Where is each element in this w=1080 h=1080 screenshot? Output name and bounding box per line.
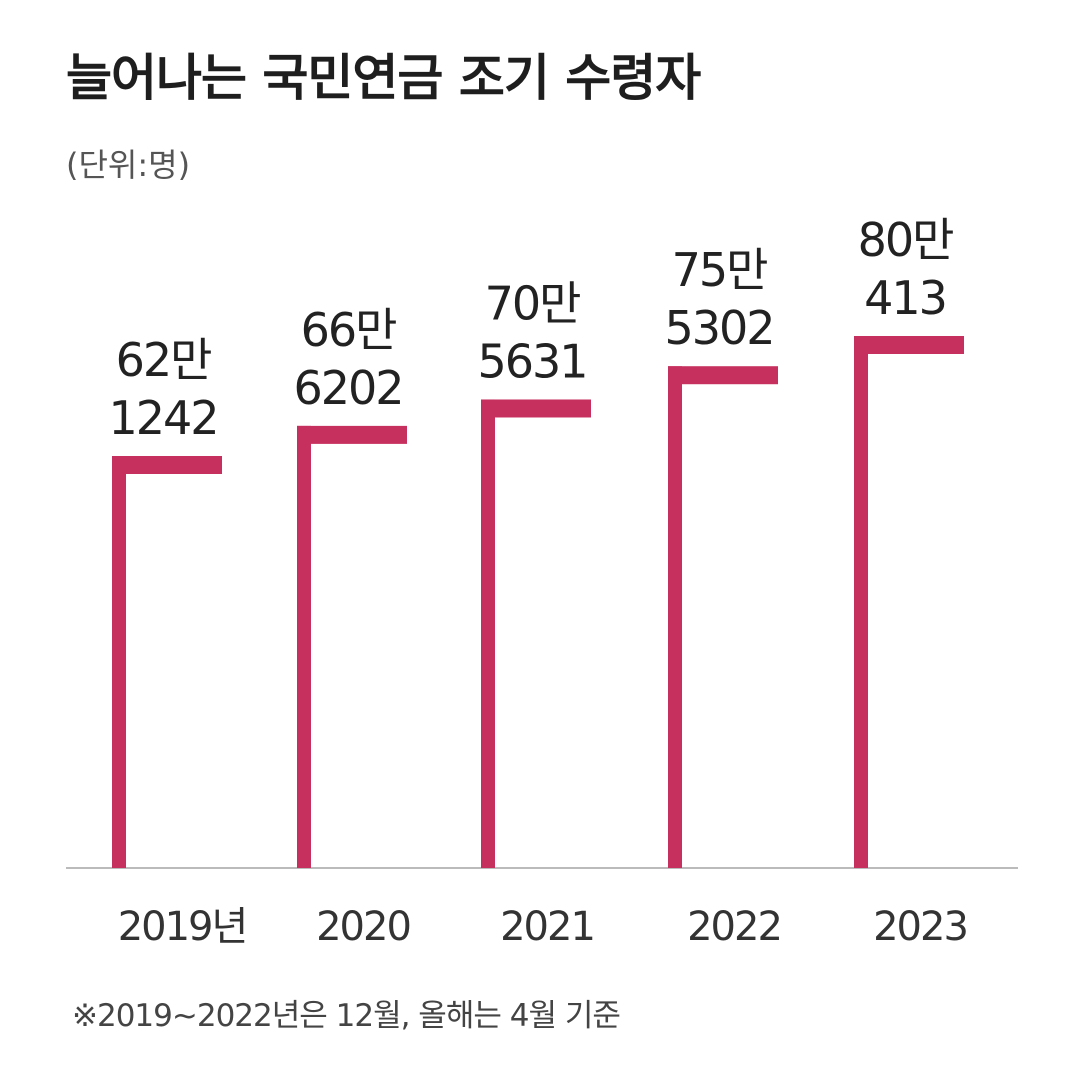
x-tick-label: 2023: [873, 904, 967, 950]
bar-stem: [481, 399, 495, 868]
data-label-upper: 70만: [485, 276, 581, 330]
data-label-lower: 6202: [293, 361, 402, 415]
data-label-upper: 66만: [301, 303, 397, 357]
bar-cap: [297, 425, 407, 444]
x-tick-label: 2020: [316, 904, 410, 950]
bar-stem: [668, 366, 682, 868]
x-tick-label: 2019년: [118, 904, 247, 950]
bar-stem: [297, 425, 311, 868]
bar-cap: [112, 456, 222, 474]
data-label-upper: 80만: [858, 213, 954, 267]
bar-cap: [481, 399, 591, 418]
data-label-upper: 75만: [672, 243, 768, 297]
bar-stem: [112, 456, 126, 868]
data-label-lower: 413: [864, 271, 946, 325]
x-tick-label: 2021: [500, 904, 594, 950]
data-label-lower: 5631: [477, 334, 586, 388]
bar-cap: [854, 336, 964, 354]
data-label-upper: 62만: [116, 333, 212, 387]
unit-label: (단위:명): [66, 146, 191, 184]
x-tick-label: 2022: [687, 904, 781, 950]
data-label-lower: 1242: [108, 391, 217, 445]
data-label-lower: 5302: [664, 301, 773, 355]
bar-stem: [854, 336, 868, 868]
chart-title: 늘어나는 국민연금 조기 수령자: [66, 49, 701, 107]
footnote: ※2019~2022년은 12월, 올해는 4월 기준: [72, 998, 621, 1034]
bar-cap: [668, 366, 778, 385]
